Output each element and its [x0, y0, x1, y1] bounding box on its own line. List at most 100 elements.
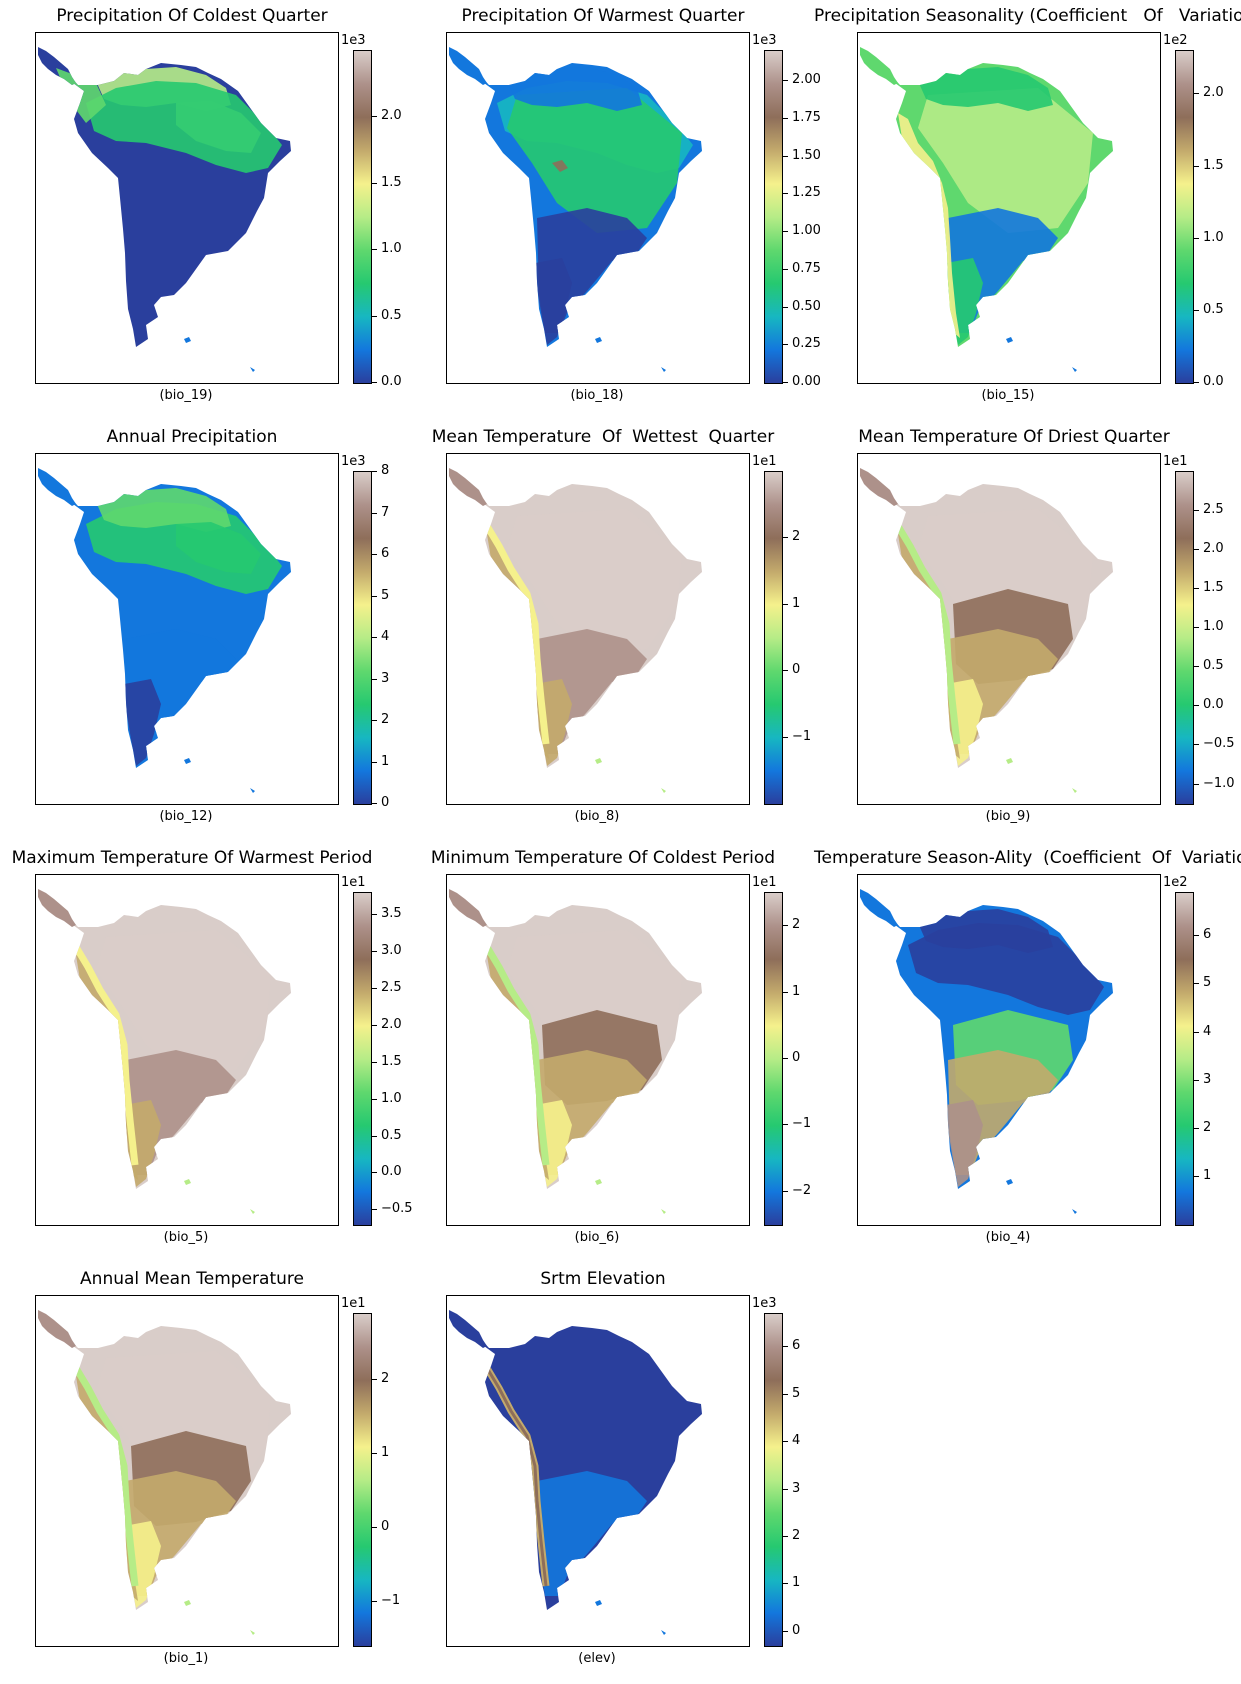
colorbar-tick-label: 1.75 — [792, 109, 821, 125]
andes-band — [483, 524, 550, 745]
map-panel: Precipitation Seasonality (Coefficient O… — [814, 0, 1241, 421]
colorbar-tick-label: 2.00 — [792, 72, 821, 88]
map-frame — [35, 874, 339, 1226]
map-panel: Minimum Temperature Of Coldest Period (bi… — [411, 842, 822, 1263]
continent-map — [38, 47, 291, 372]
continent-map — [860, 47, 1113, 372]
colorbar-tick-label: 1.50 — [792, 147, 821, 163]
colorbar-tick-label: 1 — [792, 1575, 801, 1591]
colorbar-tick-label: 2 — [792, 917, 801, 933]
map-frame — [35, 32, 339, 384]
climate-zone — [918, 88, 1093, 233]
colorbar-tick-label: 1.25 — [792, 185, 821, 201]
colorbar-tick-label: −1 — [792, 1116, 812, 1132]
islands — [1006, 758, 1077, 793]
climate-zone — [96, 488, 231, 532]
colorbar-tick-label: 4 — [792, 1433, 801, 1449]
continent-map — [860, 889, 1113, 1214]
colorbar — [1175, 892, 1194, 1226]
colorbar-tick-label: 6 — [1203, 927, 1212, 943]
panel-title: Annual Mean Temperature — [80, 1269, 304, 1289]
climate-zone — [535, 258, 572, 345]
colorbar-tick-label: 1.0 — [381, 241, 402, 257]
colorbar-tick-label: 6 — [381, 546, 390, 561]
islands — [184, 1600, 255, 1635]
colorbar-tick-label: 3 — [381, 670, 390, 686]
colorbar-multiplier: 1e3 — [752, 33, 777, 48]
central-america-landmass — [860, 468, 898, 506]
colorbar-tick-label: 0.00 — [792, 374, 821, 389]
colorbar-tick-label: 2.5 — [1203, 502, 1224, 518]
climate-zone — [176, 522, 261, 574]
map-frame — [35, 453, 339, 805]
colorbar-tick-label: 2 — [381, 1371, 390, 1387]
colorbar-tick-label: 3.5 — [381, 906, 402, 922]
andes-band — [483, 945, 550, 1166]
colorbar-tick-label: 0.75 — [792, 260, 821, 276]
continent-map — [38, 468, 291, 793]
colorbar-tick-label: 0.25 — [792, 336, 821, 352]
variable-code: (bio_1) — [163, 1651, 209, 1666]
colorbar-multiplier: 1e1 — [752, 454, 777, 469]
colorbar-multiplier: 1e1 — [341, 1296, 366, 1311]
variable-code: (bio_15) — [981, 388, 1035, 403]
map-panel: Mean Temperature Of Driest Quarter (bio_9… — [822, 421, 1235, 842]
map-panel: Temperature Season-Ality (Coefficient Of… — [814, 842, 1241, 1263]
colorbar-tick-label: 0.5 — [381, 1127, 402, 1143]
map-panel: Annual Precipitation (bio_12) 1e3 0 1 2 3 4 5 6 7 8 — [0, 421, 411, 842]
colorbar-tick-label: 1 — [381, 1445, 390, 1461]
colorbar-tick-label: 1.5 — [1203, 580, 1224, 596]
colorbar-tick-label: 3 — [792, 1480, 801, 1496]
colorbar — [353, 471, 372, 805]
panel-title: Minimum Temperature Of Coldest Period — [430, 848, 776, 868]
islands — [595, 1179, 666, 1214]
colorbar-tick-label: 2.0 — [1203, 541, 1224, 557]
colorbar-tick-label: 0.5 — [1203, 658, 1224, 674]
colorbar-tick-label: 1.0 — [381, 1090, 402, 1106]
colorbar — [353, 50, 372, 384]
colorbar-tick-label: 2 — [381, 712, 390, 727]
colorbar-tick-label: 0.0 — [381, 374, 402, 389]
continent-map — [860, 468, 1113, 793]
colorbar-tick-label: 1.00 — [792, 223, 821, 239]
central-america-landmass — [38, 1310, 76, 1348]
variable-code: (bio_6) — [574, 1230, 620, 1245]
continent-map — [449, 889, 702, 1214]
colorbar-multiplier: 1e1 — [1163, 454, 1188, 469]
colorbar-tick-label: 2 — [792, 1527, 801, 1543]
variable-code: (bio_5) — [163, 1230, 209, 1245]
central-america-landmass — [449, 468, 487, 506]
colorbar-tick-label: 1.5 — [381, 1053, 402, 1069]
panel-title: Precipitation Seasonality (Coefficient O… — [814, 6, 1241, 26]
map-frame — [446, 874, 750, 1226]
map-frame — [446, 32, 750, 384]
variable-code: (bio_4) — [985, 1230, 1031, 1245]
continent-map — [449, 1310, 702, 1635]
central-america-landmass — [38, 889, 76, 927]
central-america-landmass — [449, 889, 487, 927]
central-america-landmass — [38, 468, 76, 506]
colorbar-tick-label: 0.0 — [381, 1164, 402, 1180]
climate-zone — [552, 160, 568, 172]
colorbar-tick-label: 0.5 — [381, 307, 402, 323]
colorbar — [764, 471, 783, 805]
colorbar-tick-label: 3 — [1203, 1071, 1212, 1087]
islands — [184, 758, 255, 793]
climate-zone — [124, 679, 161, 766]
central-america-landmass — [860, 47, 898, 85]
islands — [1006, 337, 1077, 372]
map-panel: Annual Mean Temperature (bio_1) 1e1 −1 0 1 2 — [0, 1263, 411, 1684]
colorbar-tick-label: −1 — [792, 728, 812, 744]
climate-zone — [507, 88, 682, 233]
colorbar-tick-label: 1.0 — [1203, 619, 1224, 635]
colorbar-tick-label: 0.0 — [1203, 374, 1224, 389]
variable-code: (bio_19) — [159, 388, 213, 403]
colorbar-tick-label: 0 — [381, 795, 390, 810]
climate-zone — [96, 930, 271, 1075]
map-frame — [446, 1295, 750, 1647]
panel-title: Maximum Temperature Of Warmest Period — [11, 848, 373, 868]
map-frame — [446, 453, 750, 805]
colorbar-tick-label: 2.0 — [381, 1016, 402, 1032]
climate-zone — [507, 509, 682, 654]
south-america-landmass — [469, 1326, 702, 1610]
